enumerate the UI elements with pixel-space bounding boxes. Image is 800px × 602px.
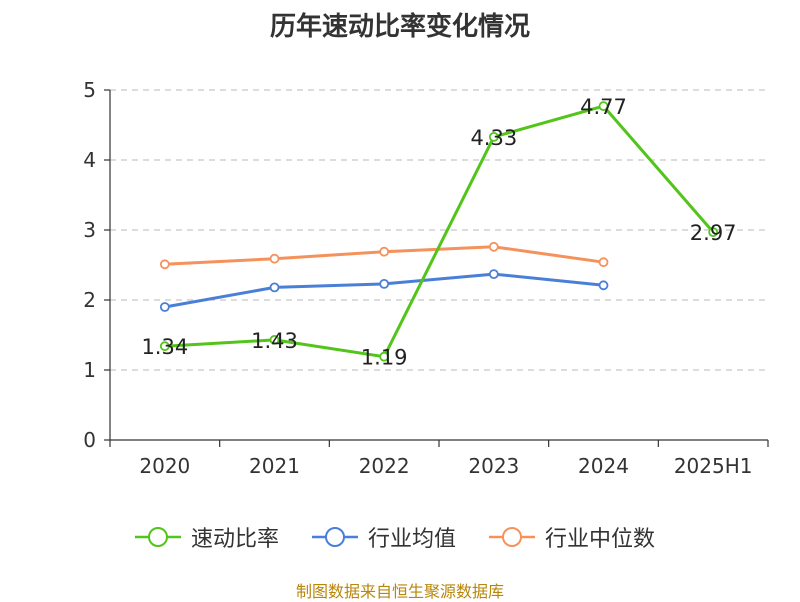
legend-marker-industry-median bbox=[489, 527, 535, 547]
data-point bbox=[488, 269, 499, 280]
data-point bbox=[598, 280, 609, 291]
data-point bbox=[159, 302, 170, 312]
data-point bbox=[598, 257, 609, 268]
data-label: 1.43 bbox=[251, 329, 298, 353]
legend-item-industry-median[interactable]: 行业中位数 bbox=[487, 520, 655, 554]
x-tick-label: 2023 bbox=[468, 454, 519, 478]
data-point bbox=[708, 227, 719, 238]
data-point bbox=[269, 282, 280, 293]
legend-label-industry-mean: 行业均值 bbox=[368, 527, 457, 552]
data-label: 4.33 bbox=[470, 126, 517, 150]
data-label: 2.97 bbox=[690, 221, 737, 245]
data-point bbox=[159, 259, 170, 270]
series-line bbox=[164, 104, 715, 359]
legend-item-industry-mean[interactable]: 行业均值 bbox=[310, 520, 456, 554]
y-tick-label: 3 bbox=[83, 218, 96, 242]
data-point bbox=[379, 278, 390, 289]
y-tick-label: 1 bbox=[83, 358, 96, 382]
legend-marker-quick-ratio bbox=[135, 527, 181, 547]
x-tick-label: 2025H1 bbox=[674, 454, 753, 478]
data-source-note: 制图数据来自恒生聚源数据库 bbox=[295, 582, 504, 601]
data-label: 1.19 bbox=[361, 346, 408, 370]
data-point bbox=[379, 351, 390, 362]
y-tick-label: 2 bbox=[83, 288, 96, 312]
x-tick-label: 2020 bbox=[139, 454, 190, 478]
legend-label-quick-ratio: 速动比率 bbox=[191, 527, 280, 552]
legend-label-industry-median: 行业中位数 bbox=[545, 527, 656, 552]
data-point bbox=[379, 246, 390, 257]
chart-legend: 速动比率 行业均值 行业中位数 bbox=[0, 520, 800, 554]
data-point bbox=[269, 334, 280, 345]
legend-item-quick-ratio[interactable]: 速动比率 bbox=[133, 520, 279, 554]
y-tick-label: 5 bbox=[83, 78, 96, 102]
y-tick-label: 0 bbox=[83, 428, 96, 452]
y-tick-label: 4 bbox=[83, 148, 96, 172]
chart-title: 历年速动比率变化情况 bbox=[269, 12, 530, 42]
x-tick-label: 2022 bbox=[359, 454, 410, 478]
data-label: 4.77 bbox=[580, 95, 627, 119]
data-point bbox=[269, 253, 280, 264]
data-point bbox=[598, 101, 609, 111]
data-point bbox=[488, 241, 499, 252]
data-point bbox=[488, 131, 499, 142]
data-point bbox=[159, 341, 170, 352]
data-label: 1.34 bbox=[141, 335, 188, 359]
legend-marker-industry-mean bbox=[312, 527, 358, 547]
x-tick-label: 2024 bbox=[578, 454, 629, 478]
x-tick-label: 2021 bbox=[249, 454, 300, 478]
